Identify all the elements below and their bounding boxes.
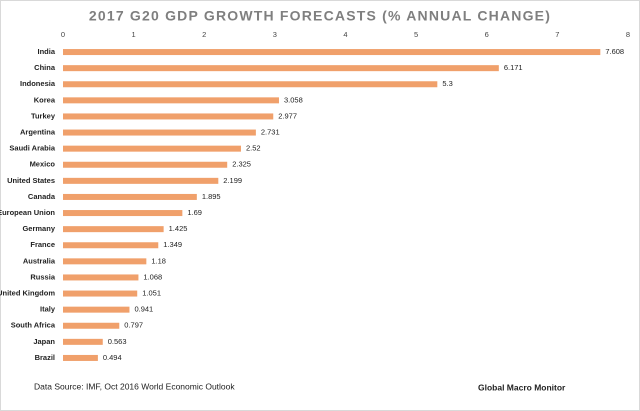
category-label: Argentina (20, 128, 56, 137)
value-label: 2.325 (232, 160, 251, 169)
bar (63, 193, 197, 200)
bar (63, 145, 241, 152)
value-label: 0.941 (134, 305, 153, 314)
value-label: 1.895 (202, 192, 221, 201)
value-label: 0.494 (103, 353, 122, 362)
value-label: 2.977 (278, 111, 297, 120)
bar (63, 290, 138, 297)
value-label: 1.425 (169, 224, 188, 233)
category-label: United States (7, 176, 55, 185)
value-label: 1.69 (187, 208, 202, 217)
x-tick-label: 5 (414, 30, 418, 39)
category-label: Germany (22, 224, 55, 233)
value-label: 1.18 (151, 256, 166, 265)
bar (63, 354, 98, 361)
category-label: Italy (40, 305, 56, 314)
category-label: China (34, 63, 56, 72)
value-label: 1.068 (143, 272, 162, 281)
category-label: Japan (33, 337, 55, 346)
bar (63, 113, 274, 120)
bar (63, 177, 219, 184)
value-label: 2.52 (246, 144, 261, 153)
x-tick-label: 3 (273, 30, 277, 39)
value-label: 2.731 (261, 128, 280, 137)
x-tick-label: 8 (626, 30, 630, 39)
bar (63, 274, 139, 281)
value-label: 3.058 (284, 95, 303, 104)
category-label: Korea (34, 95, 56, 104)
bar (63, 129, 256, 136)
chart-title: 2017 G20 GDP GROWTH FORECASTS (% ANNUAL … (89, 8, 551, 24)
category-label: South Africa (11, 321, 56, 330)
category-label: Indonesia (20, 79, 56, 88)
category-label: European Union (0, 208, 55, 217)
value-label: 7.608 (605, 47, 624, 56)
bar (63, 65, 499, 72)
category-label: France (30, 240, 55, 249)
category-label: Russia (30, 272, 55, 281)
category-label: Canada (28, 192, 56, 201)
bar (63, 97, 279, 104)
credit: Global Macro Monitor (478, 382, 566, 392)
category-label: Turkey (31, 111, 56, 120)
category-label: Brazil (35, 353, 55, 362)
x-tick-label: 1 (132, 30, 136, 39)
x-tick-label: 6 (485, 30, 489, 39)
value-label: 0.797 (124, 321, 143, 330)
x-tick-label: 4 (343, 30, 347, 39)
value-label: 0.563 (108, 337, 127, 346)
bar (63, 49, 601, 56)
bar (63, 322, 120, 329)
bar (63, 210, 183, 217)
bar (63, 81, 438, 88)
bar (63, 258, 147, 265)
x-tick-label: 2 (202, 30, 206, 39)
value-label: 2.199 (223, 176, 242, 185)
bar (63, 338, 103, 345)
bar (63, 226, 164, 233)
bar (63, 306, 130, 313)
x-tick-label: 7 (555, 30, 559, 39)
value-label: 1.349 (163, 240, 182, 249)
category-label: United Kingdom (0, 289, 55, 298)
bar (63, 161, 228, 168)
value-label: 1.051 (142, 289, 161, 298)
value-label: 5.3 (442, 79, 452, 88)
category-label: Saudi Arabia (9, 144, 55, 153)
category-label: Australia (23, 256, 56, 265)
x-tick-label: 0 (61, 30, 65, 39)
category-label: Mexico (30, 160, 56, 169)
category-label: India (37, 47, 55, 56)
bar (63, 242, 159, 249)
value-label: 6.171 (504, 63, 523, 72)
source-note: Data Source: IMF, Oct 2016 World Economi… (34, 381, 235, 391)
